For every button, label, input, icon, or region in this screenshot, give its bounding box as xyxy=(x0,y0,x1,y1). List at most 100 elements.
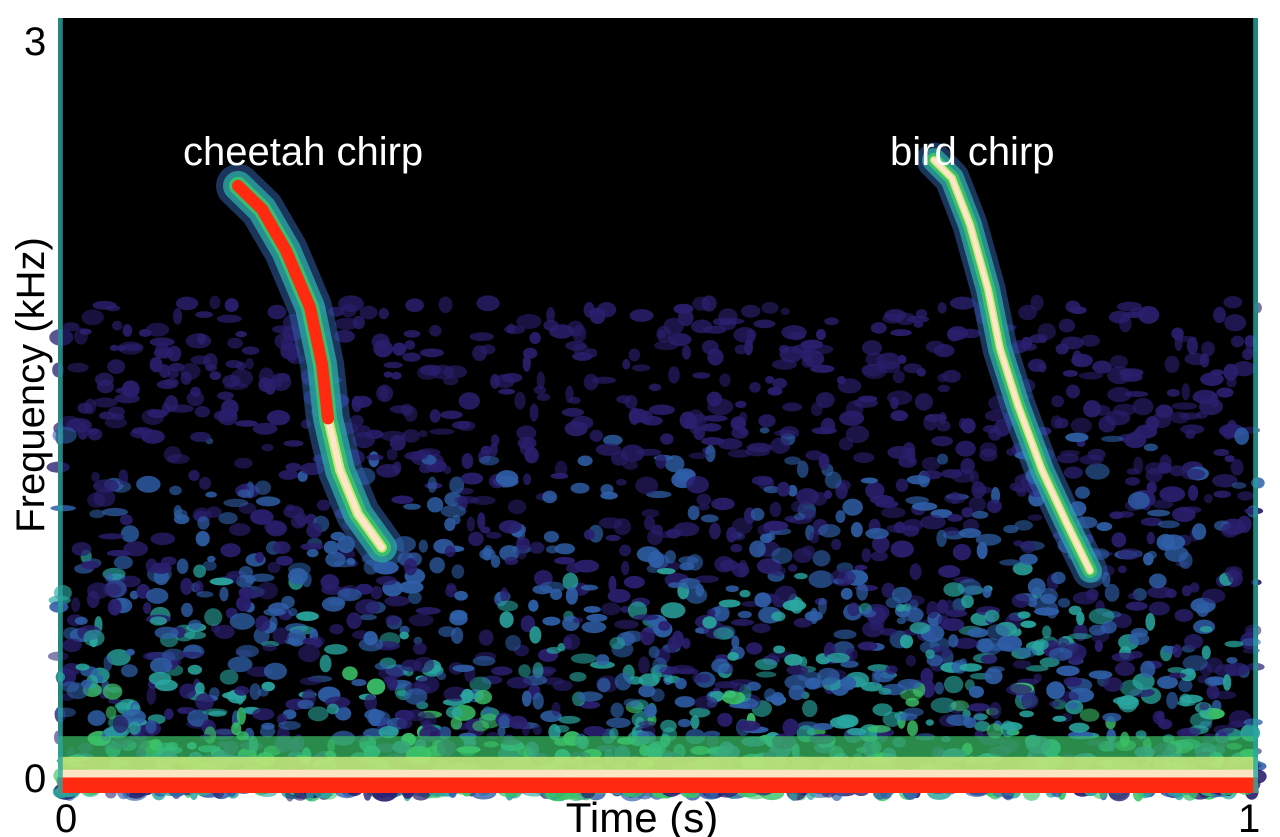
noise-blob xyxy=(173,509,188,521)
noise-blob xyxy=(573,617,584,624)
noise-blob xyxy=(461,453,474,469)
noise-blob xyxy=(950,491,960,504)
noise-blob xyxy=(773,645,786,654)
noise-blob xyxy=(346,557,356,565)
noise-blob xyxy=(782,599,807,612)
noise-blob xyxy=(961,594,974,609)
noise-blob xyxy=(195,311,213,319)
noise-blob xyxy=(436,671,447,681)
noise-blob xyxy=(1242,348,1254,361)
noise-blob xyxy=(194,406,211,418)
noise-blob xyxy=(207,555,216,563)
noise-blob xyxy=(106,649,131,666)
noise-blob xyxy=(552,680,573,692)
noise-blob xyxy=(426,496,444,513)
noise-blob xyxy=(81,309,104,326)
noise-blob xyxy=(374,662,388,670)
noise-blob xyxy=(546,646,561,655)
noise-blob xyxy=(937,614,950,629)
noise-blob xyxy=(694,696,718,710)
noise-blob xyxy=(365,429,384,440)
noise-blob xyxy=(631,364,651,372)
noise-blob xyxy=(1174,609,1194,622)
noise-blob xyxy=(149,616,167,626)
noise-blob xyxy=(550,472,569,480)
noise-blob xyxy=(389,405,412,414)
noise-blob xyxy=(164,378,179,387)
noise-blob xyxy=(1204,493,1213,504)
noise-blob xyxy=(505,634,521,651)
noise-blob xyxy=(205,491,217,498)
noise-blob xyxy=(470,496,496,505)
noise-blob xyxy=(609,636,626,650)
noise-blob xyxy=(176,558,189,574)
noise-blob xyxy=(971,510,989,519)
noise-blob xyxy=(812,550,831,567)
noise-blob xyxy=(567,320,584,337)
noise-blob xyxy=(936,529,947,547)
noise-blob xyxy=(396,717,413,729)
noise-blob xyxy=(746,681,762,691)
noise-blob xyxy=(803,350,825,368)
noise-blob xyxy=(77,422,89,440)
noise-blob xyxy=(1052,715,1067,722)
noise-blob xyxy=(945,609,968,618)
noise-blob xyxy=(389,434,406,451)
noise-blob xyxy=(480,526,491,534)
noise-blob xyxy=(193,580,204,595)
noise-blob xyxy=(146,686,156,705)
noise-blob xyxy=(440,504,467,518)
noise-blob xyxy=(209,371,222,381)
noise-blob xyxy=(1060,449,1080,457)
noise-blob xyxy=(102,683,123,700)
noise-blob xyxy=(722,690,746,705)
noise-blob xyxy=(270,373,292,392)
noise-blob xyxy=(1032,639,1049,651)
noise-blob xyxy=(967,627,989,638)
noise-blob xyxy=(881,507,906,519)
noise-blob xyxy=(870,551,888,562)
noise-blob xyxy=(579,700,601,709)
noise-blob xyxy=(66,682,89,700)
noise-blob xyxy=(325,551,346,568)
noise-blob xyxy=(648,383,662,392)
noise-blob xyxy=(746,642,763,655)
noise-blob xyxy=(824,471,842,489)
noise-blob xyxy=(765,375,775,384)
noise-blob xyxy=(145,720,157,734)
noise-blob xyxy=(98,533,125,540)
noise-blob xyxy=(181,602,193,618)
noise-blob xyxy=(54,707,77,718)
noise-blob xyxy=(261,443,274,452)
noise-blob xyxy=(902,603,912,612)
noise-blob xyxy=(1118,694,1138,713)
noise-blob xyxy=(77,402,93,414)
noise-blob xyxy=(98,411,117,420)
noise-blob xyxy=(713,627,734,640)
noise-blob xyxy=(696,493,712,506)
noise-blob xyxy=(1020,540,1036,554)
noise-blob xyxy=(186,390,205,407)
noise-blob xyxy=(950,700,969,712)
noise-blob xyxy=(572,343,589,355)
noise-blob xyxy=(364,694,378,711)
noise-blob xyxy=(765,532,776,541)
noise-blob xyxy=(1068,722,1090,733)
noise-blob xyxy=(1066,384,1081,399)
noise-blob xyxy=(947,513,963,522)
noise-blob xyxy=(342,666,358,681)
x-tick-label-left: 0 xyxy=(55,797,77,837)
noise-blob xyxy=(1011,593,1030,608)
noise-blob xyxy=(909,563,922,581)
noise-blob xyxy=(1161,534,1186,550)
noise-blob xyxy=(219,669,239,685)
noise-blob xyxy=(241,346,260,355)
noise-blob xyxy=(506,676,532,689)
noise-blob xyxy=(1179,668,1197,682)
noise-blob xyxy=(177,651,203,658)
noise-blob xyxy=(970,470,980,485)
noise-blob xyxy=(445,585,458,598)
noise-blob xyxy=(536,393,551,401)
noise-blob xyxy=(1132,397,1154,416)
noise-blob xyxy=(532,724,542,736)
